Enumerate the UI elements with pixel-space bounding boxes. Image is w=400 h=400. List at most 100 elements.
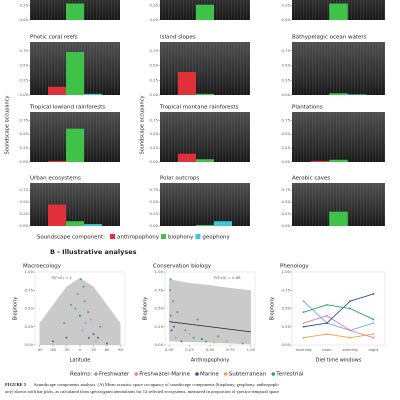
y-tick-label: 0.50 xyxy=(282,63,291,68)
point xyxy=(217,335,220,338)
y-tick-label: 0.25 xyxy=(282,2,291,7)
panel-title: Photic coral reefs xyxy=(30,35,78,41)
legend-swatch xyxy=(94,372,98,376)
point xyxy=(83,300,86,303)
spectrogram-texture xyxy=(292,42,385,95)
y-tick-label: 0.00 xyxy=(20,92,29,97)
point xyxy=(79,314,81,317)
y-tick-label: 0.50 xyxy=(155,306,164,311)
y-tick-label: 0.25 xyxy=(150,211,159,216)
y-tick-label: 0.25 xyxy=(282,211,291,216)
y-tick-label: 0.00 xyxy=(150,92,159,97)
panel-title: Tropical montane rainforests xyxy=(159,105,239,111)
point xyxy=(177,322,180,325)
y-tick-label: 0.50 xyxy=(282,131,291,136)
x-tick-label: 0.50 xyxy=(206,347,215,352)
statistic: P(r̂<0) = 0.98 xyxy=(214,275,241,280)
legend-swatch xyxy=(195,372,199,376)
x-tick-label: 0 xyxy=(79,347,82,352)
section-title: B - Illustrative analyses xyxy=(50,248,137,256)
y-tick-label: 0.25 xyxy=(155,324,164,329)
point xyxy=(65,336,68,339)
point xyxy=(176,311,179,314)
point xyxy=(302,322,305,324)
y-tick-label: 0.50 xyxy=(20,63,29,68)
point xyxy=(90,318,93,321)
point xyxy=(174,336,177,339)
y-tick-label: 0.00 xyxy=(282,159,291,164)
y-tick-label: 0.75 xyxy=(25,287,34,292)
bar xyxy=(329,93,348,95)
y-tick-label: 1.00 xyxy=(282,269,291,274)
y-axis-label: Soundscape occupancy xyxy=(140,96,146,155)
y-tick-label: 0.75 xyxy=(282,287,291,292)
statistic: P(r̂<0) = 1 xyxy=(52,275,73,280)
point xyxy=(97,336,99,339)
legend-swatch xyxy=(160,234,166,239)
bar xyxy=(178,153,196,162)
y-tick-label: 0.00 xyxy=(20,159,29,164)
y-tick-label: 0.25 xyxy=(282,145,291,150)
caption-line: Soundscape components analysis. (A) Mean… xyxy=(34,382,280,388)
series-line xyxy=(303,293,374,328)
point xyxy=(88,336,90,339)
y-tick-label: 0.25 xyxy=(20,2,29,7)
point xyxy=(106,342,108,345)
x-tick-label: 60 xyxy=(105,347,110,352)
spectrogram-texture xyxy=(160,42,250,95)
x-tick-label: 0.00 xyxy=(165,347,174,352)
plot-title: Conservation biology xyxy=(153,264,212,270)
legend-label: anthropophony xyxy=(117,235,160,241)
x-tick-label: morning xyxy=(296,347,312,352)
bar xyxy=(329,159,348,162)
point xyxy=(302,300,305,303)
panel-title: Bathypelagic ocean waters xyxy=(292,35,367,41)
legend-label: Freshwater xyxy=(99,372,130,378)
y-tick-label: 0.00 xyxy=(20,223,29,228)
panel-title: Polar outcrops xyxy=(160,176,199,182)
plot-area xyxy=(291,271,386,346)
point xyxy=(213,341,216,344)
y-tick-label: 0.75 xyxy=(150,187,159,192)
legend-label: geophony xyxy=(202,235,230,241)
x-tick-label: 0.25 xyxy=(185,347,194,352)
point xyxy=(76,292,79,295)
point xyxy=(188,333,191,336)
bar xyxy=(66,52,84,95)
bar xyxy=(196,225,214,226)
bar xyxy=(84,224,102,226)
point xyxy=(169,278,172,281)
point xyxy=(372,318,375,321)
point xyxy=(81,329,84,332)
y-axis-label: Biophony xyxy=(13,297,19,320)
point xyxy=(372,333,375,335)
x-tick-label: 90 xyxy=(118,347,123,352)
legend-title: Realms: xyxy=(70,372,92,378)
y-tick-label: 0.00 xyxy=(155,342,164,347)
bar xyxy=(84,93,102,95)
bar xyxy=(48,160,66,162)
point xyxy=(170,329,173,332)
y-tick-label: 0.25 xyxy=(20,145,29,150)
content: 0.00 0.25 0.50 0.75 0.00 0.25 0.50 0.75 0.00 0.25… xyxy=(5,0,386,378)
y-tick-label: 0.00 xyxy=(150,159,159,164)
point xyxy=(325,314,328,317)
legend-title: Soundscape component: xyxy=(37,235,105,241)
point xyxy=(168,289,171,292)
legend-label: Terrestrial xyxy=(275,372,304,378)
y-tick-label: 0.75 xyxy=(20,48,29,53)
x-axis-label: Latitude xyxy=(70,358,91,364)
point xyxy=(302,336,305,339)
legend-label: Subterranean xyxy=(229,372,267,378)
x-tick-label: noon xyxy=(322,347,332,352)
series-line xyxy=(303,315,374,339)
y-tick-label: 0.50 xyxy=(20,131,29,136)
panel-title: Plantations xyxy=(292,105,323,111)
point xyxy=(52,340,54,343)
y-tick-label: 0.00 xyxy=(282,92,291,97)
bar xyxy=(196,4,214,21)
bar xyxy=(66,221,84,226)
y-tick-label: 0.75 xyxy=(282,48,291,53)
x-tick-label: evening xyxy=(343,347,359,352)
